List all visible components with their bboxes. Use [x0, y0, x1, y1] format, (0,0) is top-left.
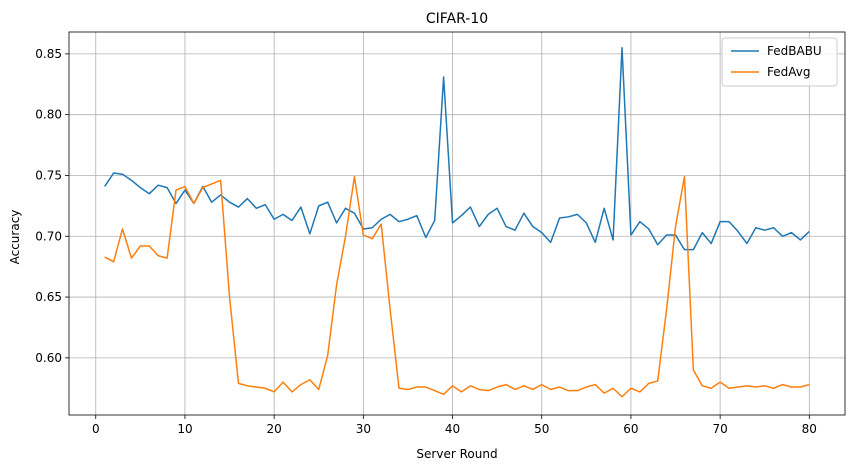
y-tick-label: 0.60 [35, 351, 62, 365]
y-tick-label: 0.75 [35, 168, 62, 182]
plot-frame [68, 31, 846, 416]
grid [69, 32, 845, 415]
y-axis-label: Accuracy [8, 210, 22, 265]
series-lines [104, 47, 810, 398]
x-tick-label: 80 [802, 422, 817, 436]
y-tick-label: 0.80 [35, 108, 62, 122]
x-tick-label: 30 [356, 422, 371, 436]
x-tick-label: 50 [534, 422, 549, 436]
legend-box [721, 37, 838, 87]
legend: FedBABU FedAvg [721, 37, 838, 87]
y-tick-label: 0.65 [35, 290, 62, 304]
series-line-fedavg [104, 175, 810, 398]
axis-ticks: 0 10 20 30 40 50 60 70 80 0.60 0.65 0.70 0.75 0.80 0.8… [35, 47, 817, 436]
x-tick-label: 10 [177, 422, 192, 436]
chart-title: CIFAR-10 [426, 11, 488, 27]
x-tick-label: 20 [267, 422, 282, 436]
y-tick-label: 0.70 [35, 229, 62, 243]
x-tick-label: 70 [712, 422, 727, 436]
x-axis-label: Server Round [416, 447, 497, 461]
x-tick-label: 0 [92, 422, 100, 436]
y-tick-label: 0.85 [35, 47, 62, 61]
x-tick-label: 40 [445, 422, 460, 436]
x-tick-label: 60 [623, 422, 638, 436]
legend-label-fedbabu: FedBABU [767, 44, 822, 58]
legend-label-fedavg: FedAvg [767, 65, 810, 79]
